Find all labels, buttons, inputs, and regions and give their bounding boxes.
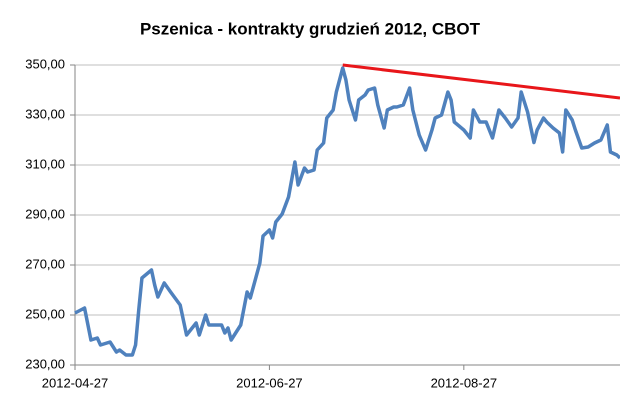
x-tick-label: 2012-08-27 bbox=[431, 375, 498, 390]
line bbox=[342, 63, 620, 100]
y-tick-label: 350,00 bbox=[25, 56, 65, 71]
y-tick-label: 310,00 bbox=[25, 156, 65, 171]
chart-title: Pszenica - kontrakty grudzień 2012, CBOT bbox=[140, 19, 481, 38]
y-tick-label: 250,00 bbox=[25, 306, 65, 321]
y-tick-label: 270,00 bbox=[25, 256, 65, 271]
y-tick-label: 330,00 bbox=[25, 106, 65, 121]
x-tick-label: 2012-06-27 bbox=[236, 375, 303, 390]
x-tick-label: 2012-04-27 bbox=[42, 375, 109, 390]
y-tick-label: 290,00 bbox=[25, 206, 65, 221]
y-tick-label: 230,00 bbox=[25, 356, 65, 371]
line bbox=[74, 66, 620, 357]
